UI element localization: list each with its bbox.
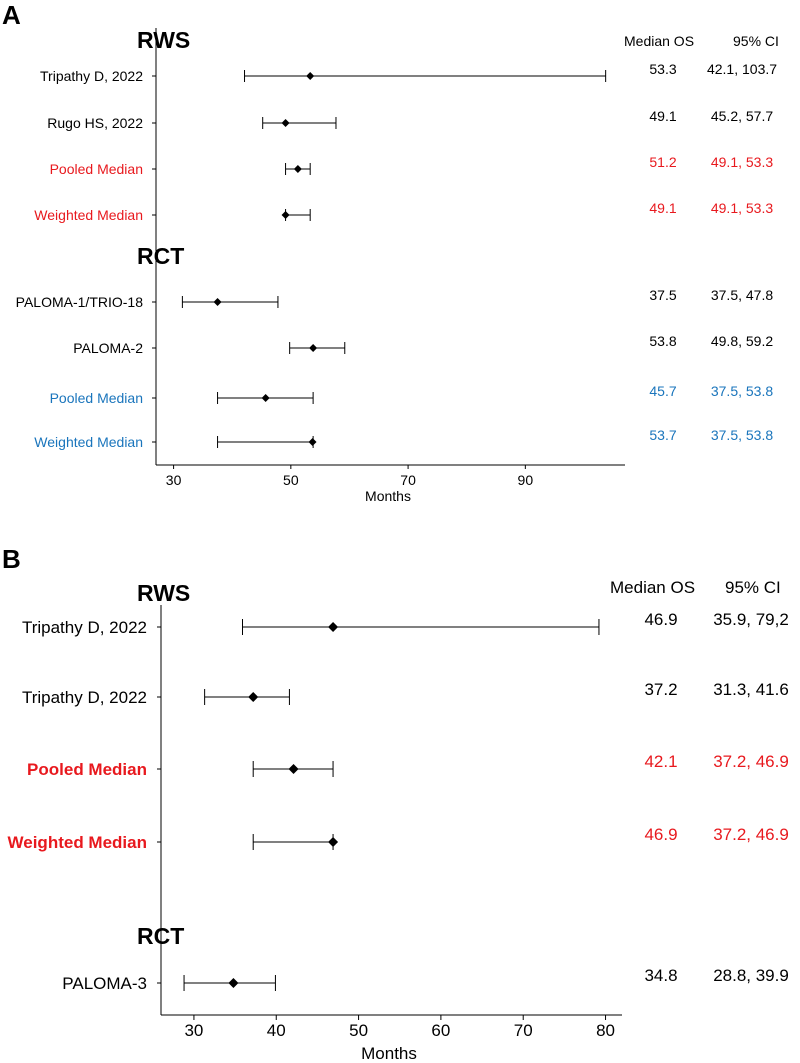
panel-a-row-rct-1-ci-value: 37.5, 47.8 — [711, 287, 773, 303]
panel-a-x-axis-label: Months — [365, 488, 411, 504]
panel-b-x-tick-label: 30 — [184, 1021, 203, 1040]
panel-b-letter: B — [2, 544, 21, 574]
panel-b-row-rws-4-label: Weighted Median — [8, 833, 147, 852]
panel-a: A RWS RCT Median OS 95% CI 30 50 70 90 Trip… — [2, 0, 779, 504]
panel-b-row-rws-1-ci-value: 35.9, 79,2 — [713, 610, 789, 629]
panel-a-row-rws-2: Rugo HS, 2022 49.1 45.2, 57.7 — [47, 108, 773, 131]
panel-a-row-rws-3-ci-value: 49.1, 53.3 — [711, 154, 773, 170]
panel-b-median-header: Median OS — [610, 578, 695, 597]
panel-b-row-rws-4-ci-value: 37.2, 46.9 — [713, 825, 789, 844]
panel-a-row-rws-3-median-marker — [293, 165, 302, 173]
panel-a-row-rws-2-label: Rugo HS, 2022 — [47, 115, 143, 131]
panel-a-row-rws-2-ci-value: 45.2, 57.7 — [711, 108, 773, 124]
panel-a-x-tick-label: 90 — [518, 472, 534, 488]
panel-a-row-rws-1: Tripathy D, 2022 53.3 42.1, 103.7 — [40, 61, 777, 84]
panel-a-row-rws-2-median-value: 49.1 — [649, 108, 676, 124]
panel-b-row-rws-3: Pooled Median 42.1 37.2, 46.9 — [27, 752, 789, 779]
panel-b: B RWS RCT Median OS 95% CI 30 40 50 60 70 80 … — [2, 544, 789, 1063]
panel-a-row-rws-3-median-value: 51.2 — [649, 154, 676, 170]
panel-a-letter: A — [2, 0, 21, 30]
panel-a-row-rws-1-median-marker — [306, 72, 315, 80]
panel-b-row-rws-1-median-marker — [328, 622, 339, 632]
panel-a-row-rct-2-median-marker — [309, 344, 318, 352]
panel-a-row-rct-4-label: Weighted Median — [34, 434, 143, 450]
panel-a-row-rct-3-median-marker — [261, 394, 270, 402]
panel-a-row-rws-3-label: Pooled Median — [50, 161, 143, 177]
panel-a-row-rws-1-median-value: 53.3 — [649, 61, 676, 77]
panel-a-row-rct-1-label: PALOMA-1/TRIO-18 — [16, 294, 144, 310]
panel-b-ci-header: 95% CI — [725, 578, 781, 597]
panel-b-row-rws-3-median-marker — [288, 764, 299, 774]
panel-a-row-rws-4-median-marker — [281, 211, 290, 219]
panel-a-row-rct-1-median-marker — [213, 298, 222, 306]
panel-b-row-rws-4-median-value: 46.9 — [644, 825, 677, 844]
panel-b-row-rws-4-median-marker — [328, 837, 339, 847]
panel-a-row-rws-3: Pooled Median 51.2 49.1, 53.3 — [50, 154, 774, 177]
panel-a-row-rct-3-label: Pooled Median — [50, 390, 143, 406]
panel-b-x-tick-label: 40 — [267, 1021, 286, 1040]
panel-a-axes: 30 50 70 90 — [155, 28, 625, 488]
panel-b-x-axis-label: Months — [361, 1044, 417, 1063]
panel-b-row-rws-3-median-value: 42.1 — [644, 752, 677, 771]
panel-a-row-rct-2: PALOMA-2 53.8 49.8, 59.2 — [73, 333, 773, 356]
panel-a-row-rct-2-median-value: 53.8 — [649, 333, 676, 349]
panel-b-row-rws-2-label: Tripathy D, 2022 — [22, 688, 147, 707]
panel-a-rows: Tripathy D, 2022 53.3 42.1, 103.7 Rugo HS, … — [16, 61, 778, 450]
panel-a-x-tick-label: 30 — [166, 472, 182, 488]
panel-a-rws-title: RWS — [137, 27, 190, 53]
panel-b-x-tick-label: 50 — [349, 1021, 368, 1040]
panel-a-row-rct-1-median-value: 37.5 — [649, 287, 676, 303]
panel-a-x-tick-label: 50 — [283, 472, 299, 488]
panel-b-row-rws-2: Tripathy D, 2022 37.2 31.3, 41.6 — [22, 680, 789, 707]
panel-a-row-rct-3-median-value: 45.7 — [649, 383, 676, 399]
panel-a-row-rct-1: PALOMA-1/TRIO-18 37.5 37.5, 47.8 — [16, 287, 774, 310]
panel-a-row-rct-2-ci-value: 49.8, 59.2 — [711, 333, 773, 349]
panel-a-row-rct-4-median-value: 53.7 — [649, 427, 676, 443]
panel-a-row-rws-4: Weighted Median 49.1 49.1, 53.3 — [34, 200, 773, 223]
panel-b-x-tick-label: 70 — [514, 1021, 533, 1040]
panel-b-row-rct-1-median-value: 34.8 — [644, 966, 677, 985]
panel-a-row-rct-2-label: PALOMA-2 — [73, 340, 143, 356]
panel-b-row-rct-1: PALOMA-3 34.8 28.8, 39.9 — [62, 966, 789, 993]
panel-b-row-rws-4: Weighted Median 46.9 37.2, 46.9 — [8, 825, 789, 852]
panel-b-row-rws-1-label: Tripathy D, 2022 — [22, 618, 147, 637]
panel-b-x-tick-label: 60 — [431, 1021, 450, 1040]
panel-a-row-rws-4-ci-value: 49.1, 53.3 — [711, 200, 773, 216]
panel-b-row-rws-2-median-value: 37.2 — [644, 680, 677, 699]
panel-a-median-header: Median OS — [624, 33, 694, 49]
panel-b-row-rws-2-median-marker — [248, 692, 259, 702]
panel-b-row-rws-3-label: Pooled Median — [27, 760, 147, 779]
panel-a-row-rws-1-ci-value: 42.1, 103.7 — [707, 61, 777, 77]
panel-b-x-tick-label: 80 — [596, 1021, 615, 1040]
panel-a-row-rct-3: Pooled Median 45.7 37.5, 53.8 — [50, 383, 774, 406]
panel-b-row-rws-3-ci-value: 37.2, 46.9 — [713, 752, 789, 771]
panel-b-row-rct-1-median-marker — [228, 978, 239, 988]
panel-b-row-rws-2-ci-value: 31.3, 41.6 — [713, 680, 789, 699]
panel-b-rws-title: RWS — [137, 580, 190, 606]
panel-b-row-rct-1-label: PALOMA-3 — [62, 974, 147, 993]
panel-a-row-rws-4-label: Weighted Median — [34, 207, 143, 223]
panel-a-row-rws-1-label: Tripathy D, 2022 — [40, 68, 143, 84]
panel-a-x-tick-label: 70 — [400, 472, 416, 488]
panel-a-row-rct-4: Weighted Median 53.7 37.5, 53.8 — [34, 427, 773, 450]
panel-a-row-rct-4-ci-value: 37.5, 53.8 — [711, 427, 773, 443]
panel-a-row-rct-4-median-marker — [308, 438, 317, 446]
panel-a-row-rct-3-ci-value: 37.5, 53.8 — [711, 383, 773, 399]
panel-b-row-rct-1-ci-value: 28.8, 39.9 — [713, 966, 789, 985]
panel-b-row-rws-1: Tripathy D, 2022 46.9 35.9, 79,2 — [22, 610, 789, 637]
panel-b-row-rws-1-median-value: 46.9 — [644, 610, 677, 629]
panel-a-ci-header: 95% CI — [733, 33, 779, 49]
panel-b-axes: 30 40 50 60 70 80 — [160, 605, 622, 1040]
panel-a-rct-title: RCT — [137, 243, 184, 269]
panel-a-row-rws-2-median-marker — [281, 119, 290, 127]
panel-a-row-rws-4-median-value: 49.1 — [649, 200, 676, 216]
